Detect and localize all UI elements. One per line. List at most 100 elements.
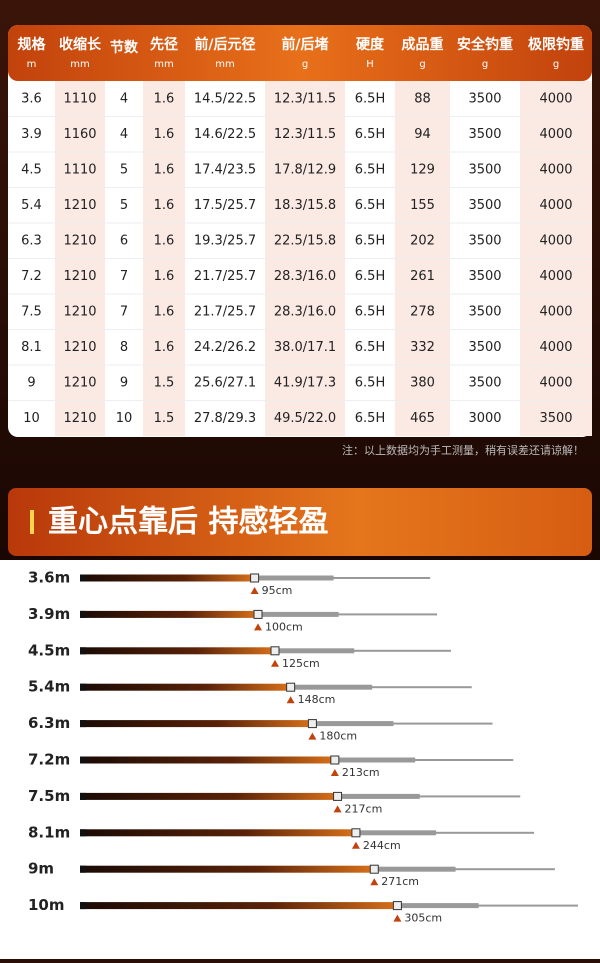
cell: 1210 [63, 411, 96, 426]
cell: 9 [120, 375, 128, 390]
cell: 1210 [63, 304, 96, 319]
balance-label: 271cm [381, 875, 419, 888]
cell: 3.6 [21, 91, 42, 106]
balance-label: 95cm [262, 584, 293, 597]
cell: 6.5H [355, 304, 385, 319]
cell: 465 [410, 411, 435, 426]
balance-arrow [330, 769, 339, 776]
cell: 3000 [468, 411, 501, 426]
header-unit: mm [70, 59, 89, 70]
rod-cap [80, 792, 86, 800]
cell: 41.9/17.3 [274, 375, 336, 390]
balance-arrow [286, 696, 295, 704]
balance-mark [250, 573, 260, 583]
balance-label: 217cm [345, 802, 383, 815]
header-unit: m [27, 59, 37, 70]
rod-tip [374, 868, 555, 871]
rod-cap [80, 720, 86, 728]
cell: 3500 [468, 269, 501, 284]
cell: 1210 [63, 233, 96, 248]
cell: 4000 [539, 127, 572, 142]
balance-arrow [308, 732, 317, 740]
header-unit: g [553, 59, 559, 70]
balance-label: 244cm [363, 839, 401, 852]
cell: 5 [120, 198, 128, 213]
rod-mid [275, 648, 355, 654]
cell: 332 [410, 340, 435, 355]
rod-mid [258, 611, 339, 617]
cell: 5.4 [21, 198, 42, 213]
cell: 4 [120, 91, 128, 106]
rod-butt [80, 683, 291, 691]
header-label: 前/后元径 [194, 36, 255, 53]
cell: 1.6 [154, 198, 175, 213]
balance-arrow [271, 659, 279, 667]
cell: 24.2/26.2 [194, 340, 256, 355]
rod-butt [80, 756, 335, 764]
cell: 3500 [468, 233, 501, 248]
rod-mid [312, 721, 394, 727]
cell: 1.6 [154, 304, 175, 319]
rod-butt [80, 792, 338, 800]
header-label: 收缩长 [59, 36, 102, 53]
balance-label: 125cm [282, 657, 320, 670]
balance-arrow [351, 841, 360, 849]
header-label: 安全钓重 [457, 36, 513, 53]
note: 注：以上数据均为手工测量，稍有误差还请谅解！ [342, 443, 584, 457]
rod-label: 8.1m [28, 823, 70, 841]
cell: 155 [410, 198, 435, 213]
rod-mid [337, 793, 420, 799]
header-label: 先径 [150, 36, 178, 53]
cell: 1210 [63, 269, 96, 284]
rod-cap [80, 683, 86, 691]
rod-tip [258, 613, 438, 616]
rod-mid [334, 757, 416, 763]
balance-arrow [333, 805, 342, 813]
cell: 4000 [539, 198, 572, 213]
cell: 1210 [63, 198, 96, 213]
balance-label: 305cm [404, 912, 442, 925]
cell: 1210 [63, 340, 96, 355]
cell: 6.5H [355, 411, 385, 426]
rod-tip [337, 795, 521, 798]
balance-label: 213cm [342, 766, 380, 779]
cell: 25.6/27.1 [194, 375, 256, 390]
balance-arrow [250, 587, 259, 594]
cell: 12.3/11.5 [274, 91, 336, 106]
rod-label: 7.5m [28, 787, 70, 805]
balance-mark [333, 791, 343, 801]
rod-mid [290, 684, 373, 690]
rod-butt [80, 865, 375, 873]
cell: 8.1 [21, 340, 42, 355]
balance-mark [270, 646, 280, 656]
cell: 6.5H [355, 340, 385, 355]
cell: 6.3 [21, 233, 42, 248]
rod-mid [254, 575, 334, 581]
cell: 3.9 [21, 127, 42, 142]
rod-tip [290, 686, 472, 689]
rod-butt [80, 647, 275, 655]
header-label: 极限钓重 [528, 36, 584, 53]
banner [8, 488, 592, 556]
cell: 4 [120, 127, 128, 142]
cell: 14.5/22.5 [194, 91, 256, 106]
balance-arrow [370, 878, 379, 886]
rod-label: 10m [28, 896, 65, 914]
header-unit: g [302, 59, 308, 70]
header-label: 成品重 [402, 36, 444, 53]
cell: 6.5H [355, 127, 385, 142]
cell: 49.5/22.0 [274, 411, 336, 426]
rod-tip [312, 722, 493, 725]
cell: 1.5 [154, 411, 175, 426]
cell: 1.5 [154, 375, 175, 390]
cell: 3500 [539, 411, 572, 426]
cell: 27.8/29.3 [194, 411, 256, 426]
rod-cap [80, 865, 86, 873]
cell: 22.5/15.8 [274, 233, 336, 248]
rod-cap [80, 574, 86, 582]
cell: 3500 [468, 198, 501, 213]
rod-butt [80, 829, 356, 837]
cell: 94 [414, 127, 431, 142]
cell: 21.7/25.7 [194, 269, 256, 284]
rod-label: 6.3m [28, 714, 70, 732]
